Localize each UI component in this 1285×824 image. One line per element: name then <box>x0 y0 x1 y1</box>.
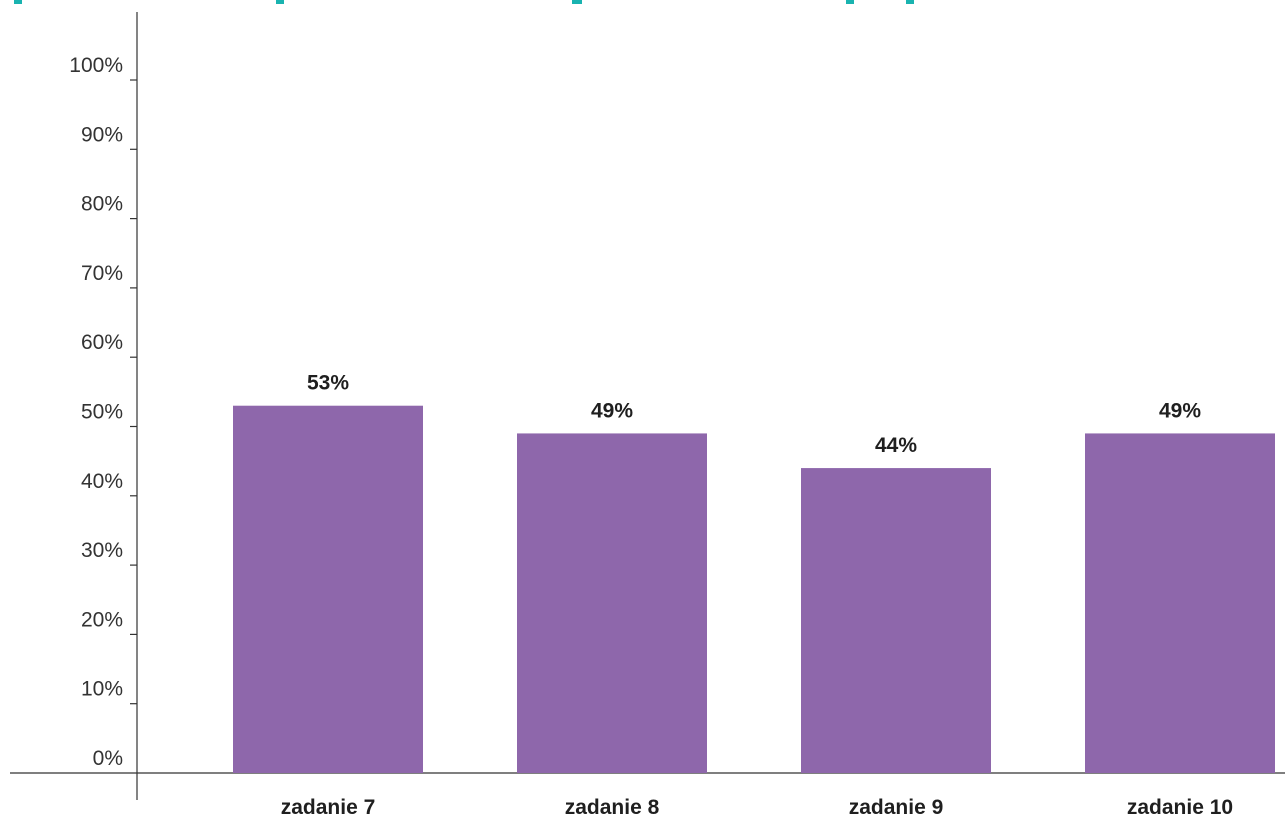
y-tick-label: 70% <box>81 262 123 285</box>
bar-3 <box>801 468 991 773</box>
category-labels: zadanie 7 zadanie 8 zadanie 9 zadanie 10 <box>281 796 1233 819</box>
title-fragment-4 <box>846 0 854 4</box>
y-tick-label: 90% <box>81 123 123 146</box>
category-label-2: zadanie 8 <box>565 796 660 819</box>
y-tick-label: 40% <box>81 470 123 493</box>
y-tick-label: 30% <box>81 539 123 562</box>
title-fragment-3 <box>572 0 582 4</box>
y-axis-ticks: 0% 10% 20% 30% 40% 50% 60% 70% 80% 90% 100% <box>69 54 137 770</box>
category-label-4: zadanie 10 <box>1127 796 1233 819</box>
category-label-3: zadanie 9 <box>849 796 944 819</box>
bar-2 <box>517 433 707 773</box>
title-fragment-2 <box>276 0 284 4</box>
category-label-1: zadanie 7 <box>281 796 376 819</box>
y-tick-label: 0% <box>93 747 123 770</box>
bar-4 <box>1085 433 1275 773</box>
cropped-title-fragments <box>14 0 914 4</box>
y-tick-label: 80% <box>81 193 123 216</box>
y-tick-label: 60% <box>81 331 123 354</box>
bar-1 <box>233 405 423 773</box>
value-label-3: 44% <box>875 434 917 457</box>
y-tick-label: 10% <box>81 678 123 701</box>
bars <box>233 405 1275 773</box>
title-fragment-1 <box>14 0 22 4</box>
y-tick-label: 50% <box>81 401 123 424</box>
title-fragment-5 <box>906 0 914 4</box>
value-label-1: 53% <box>307 372 349 395</box>
y-tick-label: 100% <box>69 54 123 77</box>
value-labels: 53% 49% 44% 49% <box>307 372 1201 457</box>
value-label-4: 49% <box>1159 399 1201 422</box>
y-tick-label: 20% <box>81 608 123 631</box>
value-label-2: 49% <box>591 399 633 422</box>
